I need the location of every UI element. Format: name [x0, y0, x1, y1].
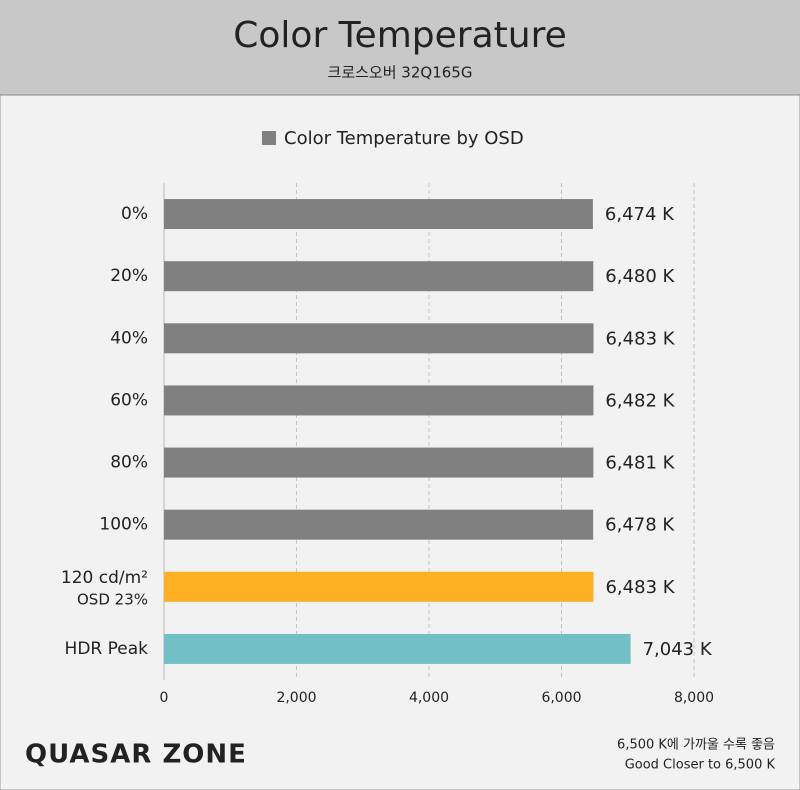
value-label: 6,480 K — [605, 266, 675, 287]
y-tick-label: 0% — [121, 204, 148, 224]
x-tick-label: 2,000 — [276, 690, 316, 706]
x-tick-label: 4,000 — [409, 690, 449, 706]
value-label: 6,481 K — [605, 453, 675, 474]
legend-swatch — [262, 131, 276, 145]
chart-subtitle: 크로스오버 32Q165G — [328, 64, 473, 82]
y-tick-label: 100% — [99, 515, 148, 535]
value-label: 6,483 K — [605, 577, 675, 598]
bar — [164, 323, 594, 354]
bar — [164, 571, 594, 602]
y-tick-label: 20% — [110, 266, 148, 286]
bar — [164, 633, 631, 664]
bar — [164, 509, 594, 540]
header — [0, 0, 800, 95]
footnote: 6,500 K에 가까울 수록 좋음 — [617, 738, 775, 753]
bar — [164, 385, 594, 416]
y-tick-note: OSD 23% — [77, 590, 148, 608]
x-tick-label: 6,000 — [541, 690, 581, 706]
x-tick-label: 0 — [160, 690, 169, 706]
x-tick-label: 8,000 — [674, 690, 714, 706]
value-label: 6,474 K — [605, 204, 675, 225]
value-label: 6,482 K — [605, 390, 675, 411]
y-tick-label: 80% — [110, 453, 148, 473]
logo: QUASAR ZONE — [25, 740, 247, 770]
bar — [164, 447, 594, 478]
bar — [164, 261, 594, 292]
chart-title: Color Temperature — [233, 15, 566, 56]
bar — [164, 199, 593, 230]
legend-label: Color Temperature by OSD — [284, 128, 524, 149]
value-label: 7,043 K — [643, 639, 713, 660]
y-tick-label: HDR Peak — [65, 639, 149, 659]
y-tick-label: 40% — [110, 328, 148, 348]
y-tick-label: 120 cd/m² — [61, 568, 148, 588]
footnote: Good Closer to 6,500 K — [625, 758, 776, 773]
value-label: 6,483 K — [605, 328, 675, 349]
y-tick-label: 60% — [110, 390, 148, 410]
value-label: 6,478 K — [605, 515, 675, 536]
